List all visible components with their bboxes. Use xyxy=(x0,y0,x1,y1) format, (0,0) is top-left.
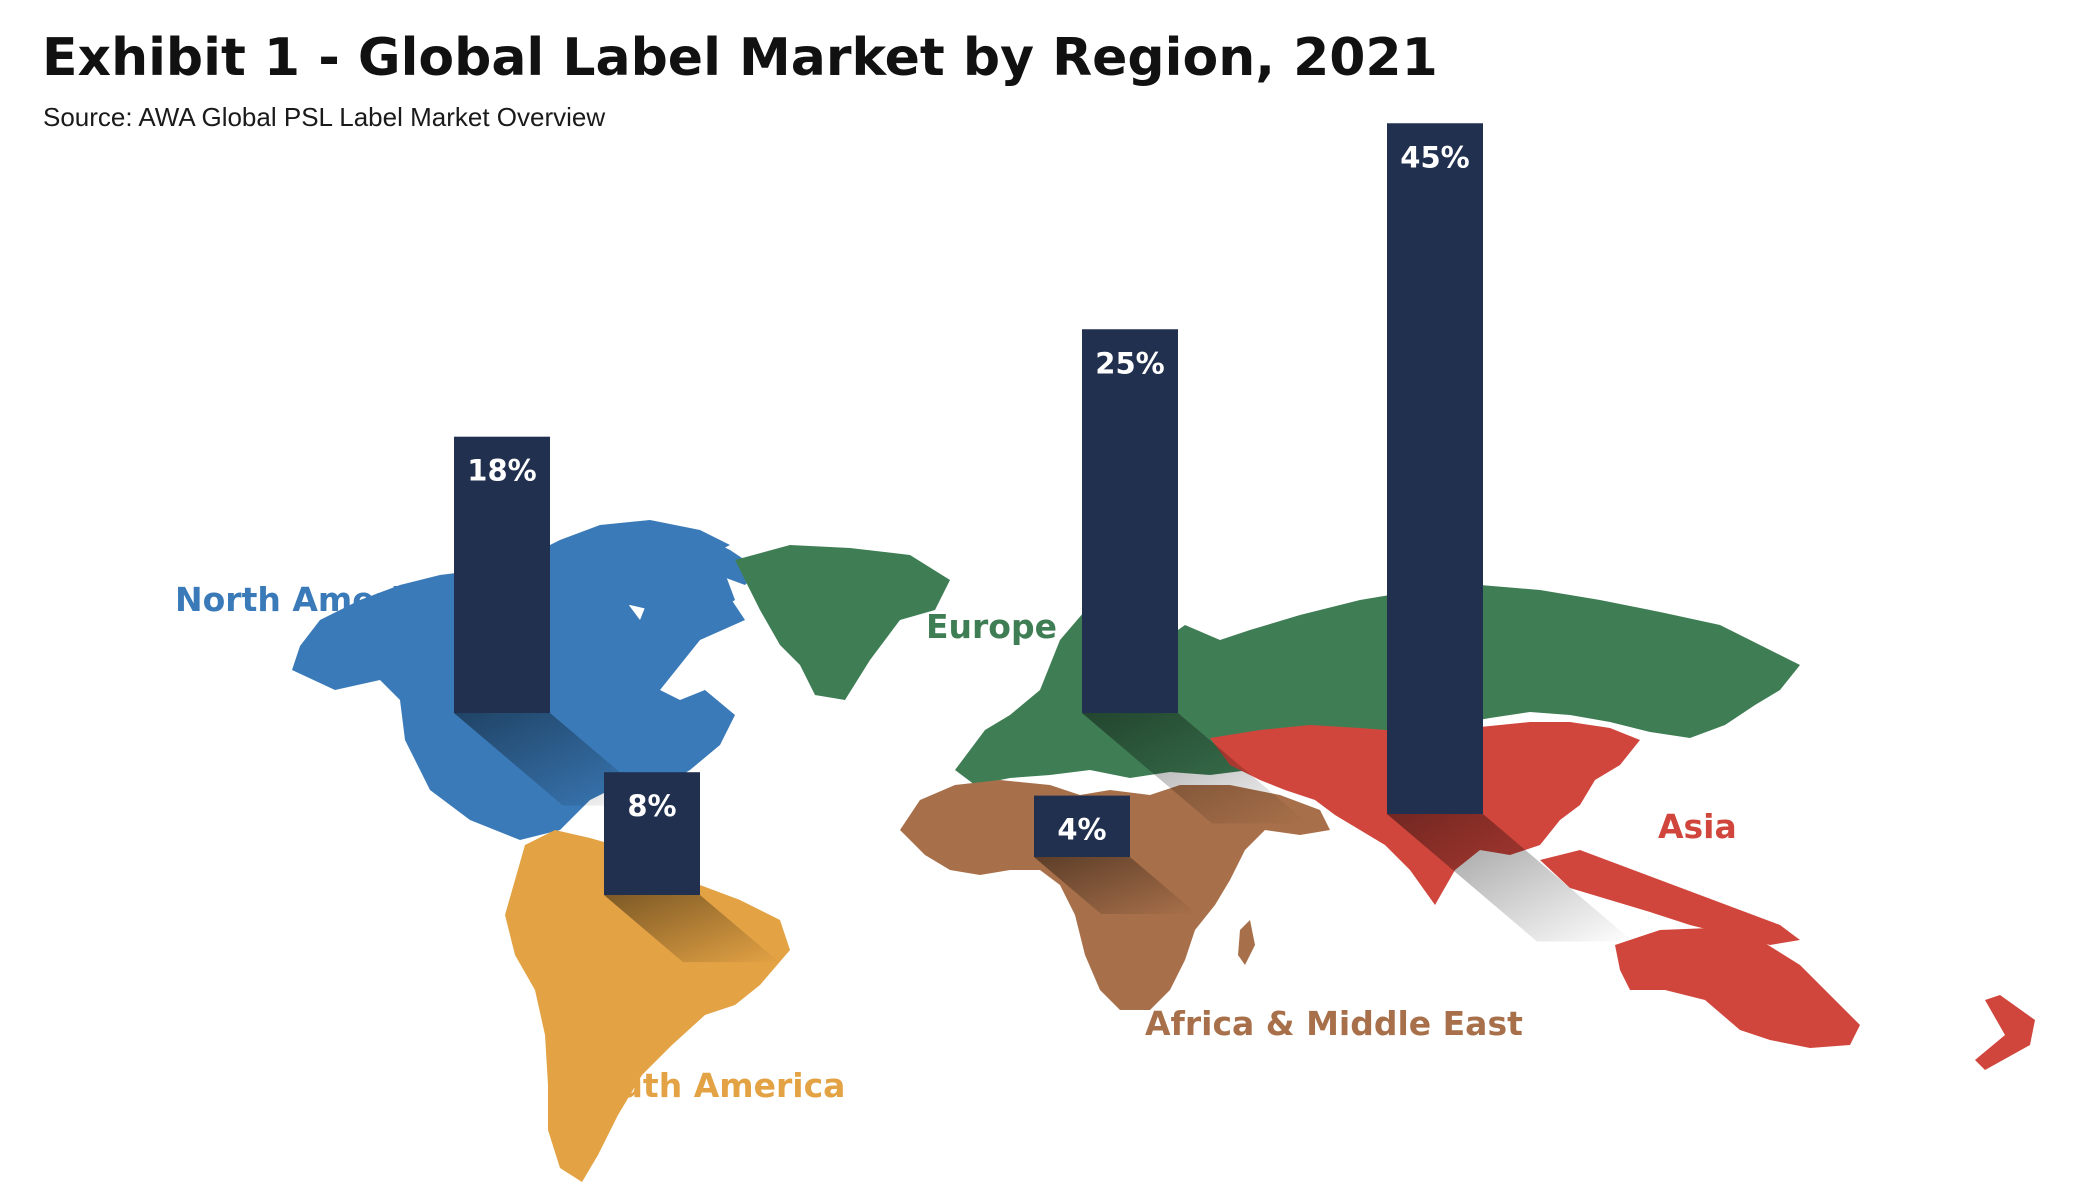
bar-shadow-asia xyxy=(1387,814,1633,942)
chart-subtitle: Source: AWA Global PSL Label Market Over… xyxy=(43,102,606,132)
bar-value-label-europe: 25% xyxy=(1095,346,1164,380)
bar-asia xyxy=(1387,123,1483,814)
bar-value-label-north-america: 18% xyxy=(467,454,536,488)
region-shape-north-america-islands xyxy=(600,530,760,585)
region-shape-new-zealand xyxy=(1975,995,2035,1070)
bar-value-label-south-america: 8% xyxy=(627,789,676,823)
bar-shadow-europe xyxy=(1082,713,1308,824)
bar-value-label-asia: 45% xyxy=(1400,140,1469,174)
bars: 18% 8% 25% 4% 45% xyxy=(454,123,1633,963)
region-shape-australia xyxy=(1615,928,1860,1048)
bar-value-label-africa-middle-east: 4% xyxy=(1057,813,1106,847)
region-label-europe: Europe xyxy=(926,607,1057,646)
region-shape-southeast-asia-islands xyxy=(1540,850,1800,945)
region-shape-greenland xyxy=(735,545,950,700)
bar-shadow-south-america xyxy=(604,895,779,963)
region-labels: North America South America Europe Afric… xyxy=(175,580,1737,1105)
bar-shadow-africa-middle-east xyxy=(1034,857,1197,914)
region-label-asia: Asia xyxy=(1658,807,1737,846)
chart-title: Exhibit 1 - Global Label Market by Regio… xyxy=(42,28,1438,88)
bar-north-america xyxy=(454,436,550,713)
bar-africa-middle-east xyxy=(1034,795,1130,857)
bar-europe xyxy=(1082,329,1178,713)
region-label-africa-middle-east: Africa & Middle East xyxy=(1145,1004,1523,1043)
region-shape-madagascar xyxy=(1238,920,1255,965)
bar-south-america xyxy=(604,772,700,895)
region-label-north-america: North America xyxy=(175,580,444,619)
region-label-south-america: South America xyxy=(573,1066,845,1105)
